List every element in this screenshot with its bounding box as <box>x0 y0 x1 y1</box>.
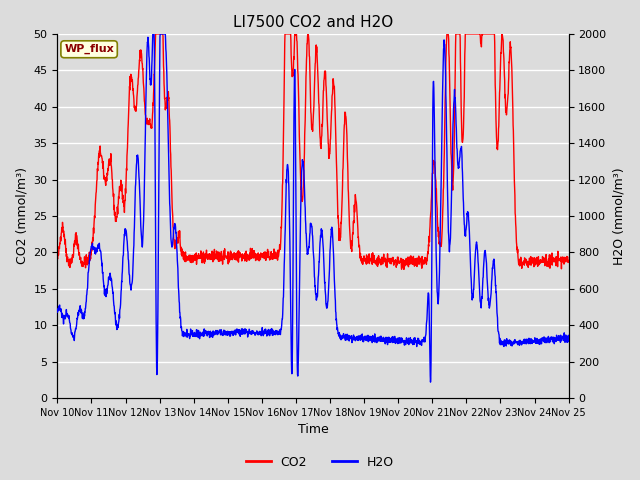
Title: LI7500 CO2 and H2O: LI7500 CO2 and H2O <box>233 15 393 30</box>
Legend: CO2, H2O: CO2, H2O <box>241 451 399 474</box>
Y-axis label: H2O (mmol/m³): H2O (mmol/m³) <box>612 167 625 265</box>
X-axis label: Time: Time <box>298 423 328 436</box>
Y-axis label: CO2 (mmol/m³): CO2 (mmol/m³) <box>15 168 28 264</box>
Text: WP_flux: WP_flux <box>64 44 114 54</box>
